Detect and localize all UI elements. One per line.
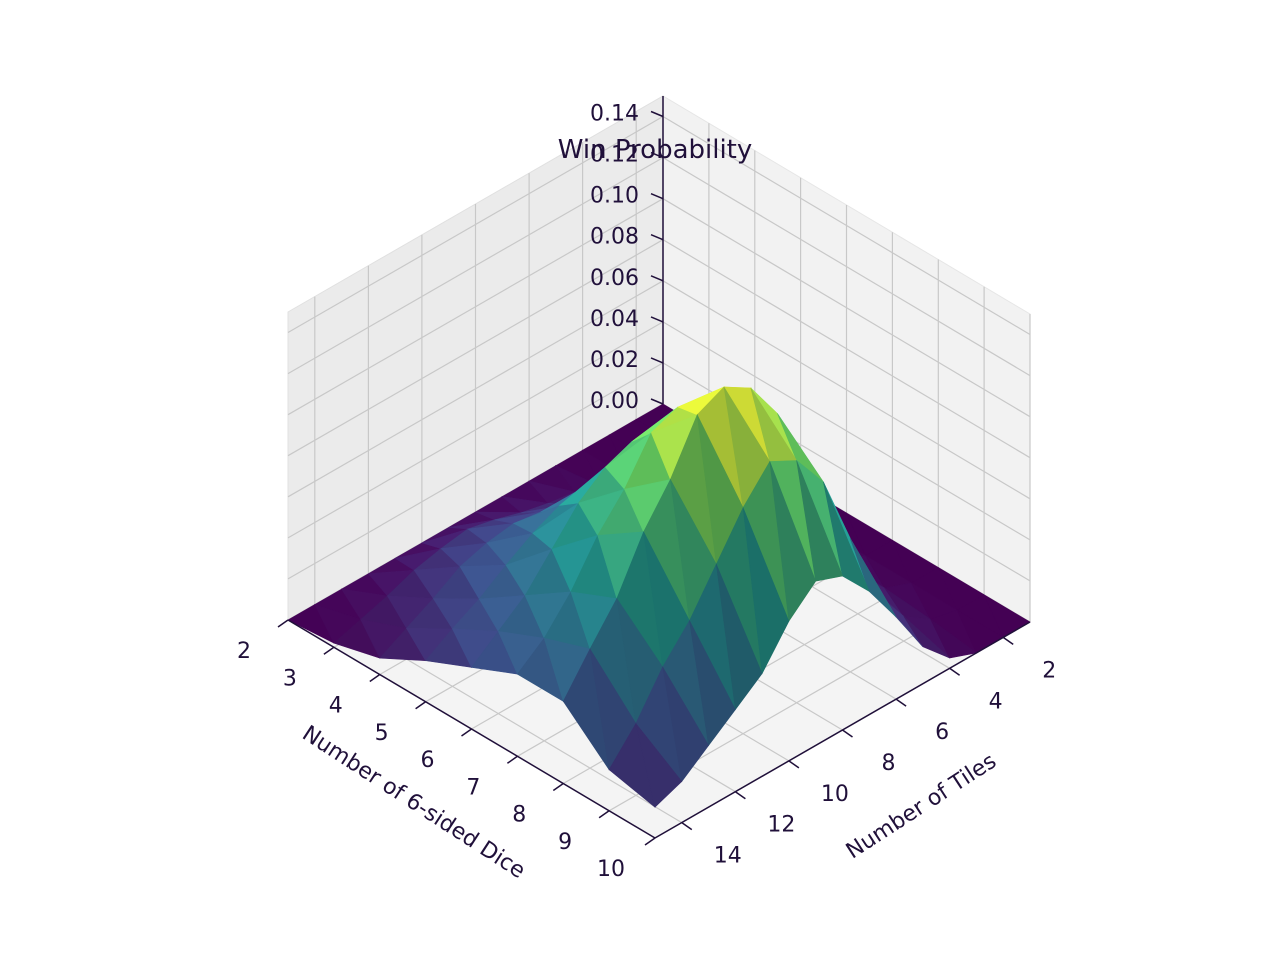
z-tick-label: 0.06 [590,266,639,291]
back-grid-line [662,157,1031,377]
tiles-tick-label: 8 [882,751,896,776]
dice-tick-mark [506,755,518,764]
tiles-tick-label: 4 [989,689,1003,714]
tiles-tick-mark [734,791,746,800]
z-tick-mark [650,275,664,282]
back-grid-line [662,115,1031,336]
z-tick-mark [650,398,664,405]
z-tick-mark [650,110,664,118]
dice-tick-label: 2 [237,639,251,664]
z-tick-label: 0.12 [590,143,639,168]
tiles-tick-label: 6 [935,720,949,745]
back-grid-line [287,115,664,334]
dice-tick-mark [415,701,427,710]
tiles-tick-mark [1002,636,1014,646]
dice-tick-mark [461,728,472,737]
z-tick-label: 0.08 [590,225,639,250]
surface-facet [742,507,790,675]
back-grid-line [662,280,1031,500]
dice-tick-mark [644,837,656,846]
dice-tick-label: 4 [329,694,343,719]
dice-tick-label: 7 [466,775,480,800]
surface-facet [635,723,683,808]
surface-mesh [287,386,1031,808]
dice-tick-mark [277,619,289,628]
back-grid-line [287,321,664,539]
z-tick-label: 0.02 [590,348,639,373]
surface-facet [903,616,950,659]
dice-tick-label: 6 [421,748,435,773]
y-axis-label: Number of Tiles [842,749,1001,864]
surface-facet [849,538,897,618]
z-tick-mark [650,316,664,323]
dice-tick-mark [598,810,610,819]
z-tick-label: 0.10 [590,184,639,209]
dice-tick-mark [552,782,564,792]
dice-tick-label: 10 [597,857,625,882]
back-grid-line [287,280,664,498]
z-tick-label: 0.04 [590,307,639,332]
tiles-tick-mark [681,821,693,831]
tiles-tick-label: 2 [1042,658,1056,683]
dice-tick-mark [323,646,335,655]
dice-tick-label: 3 [283,666,297,691]
dice-tick-label: 9 [558,830,572,855]
z-tick-mark [650,193,664,200]
back-grid-line [662,198,1031,418]
surface-facet [769,461,817,623]
z-tick-mark [650,151,664,159]
surface-facet [716,564,763,711]
dice-tick-mark [369,673,381,683]
back-grid-line [287,362,664,580]
z-tick-label: 0.00 [590,389,639,414]
chart-title: Win Probability [558,135,753,165]
tick-labels: 2 3 4 5 6 7 8 9 10 2 4 6 8 10 12 14 0.00 0.02 0.04 0.06 0.08… [237,102,1056,883]
tiles-tick-label: 10 [821,782,849,807]
tiles-tick-label: 14 [714,844,742,869]
tiles-tick-label: 12 [767,813,795,838]
surface-facet [930,619,978,659]
tiles-tick-mark [788,760,800,769]
axis-lines [277,96,1031,846]
tiles-tick-mark [949,667,961,676]
back-grid-line [287,239,664,457]
surface-facet [823,481,870,593]
back-grid-line [662,321,1031,541]
z-tick-mark [650,234,664,241]
z-tick-mark [650,357,664,364]
dice-tick-label: 8 [512,803,526,828]
tiles-tick-mark [895,698,907,707]
tiles-tick-mark [842,729,853,738]
back-grid-line [662,239,1031,459]
back-grid-line [287,157,664,375]
surface-facet [796,460,843,582]
back-grid-line [287,198,664,416]
x-axis-label: Number of 6-sided Dice [298,721,530,884]
z-tick-label: 0.14 [590,102,639,127]
surface-facet [662,666,709,783]
surface-facet [689,620,736,747]
dice-tick-label: 5 [375,721,389,746]
